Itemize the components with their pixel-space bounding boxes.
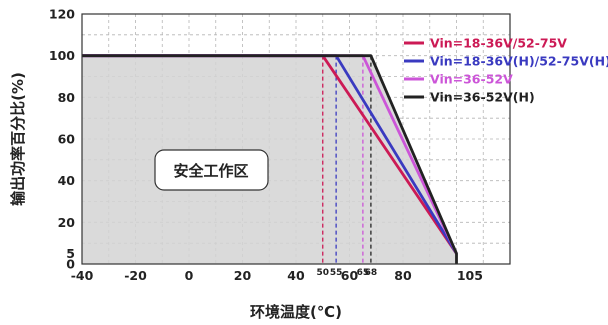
legend-label: Vin=18-36V/52-75V [430,36,567,51]
x-minor-tick-label: 55 [330,268,343,278]
safe-zone-text: 安全工作区 [173,162,248,180]
y-tick-label: 0 [66,257,75,272]
x-tick-label: -40 [71,268,94,283]
x-tick-label: 0 [185,268,194,283]
legend-label: Vin=18-36V(H)/52-75V(H) [430,54,608,69]
series-lines [82,54,458,264]
legend-label: Vin=36-52V [430,72,513,87]
y-tick-label: 60 [58,132,76,147]
x-tick-label: 40 [287,268,305,283]
y-tick-label: 20 [58,215,76,230]
plot-frame [81,13,511,265]
legend: Vin=18-36V/52-75V Vin=18-36V(H)/52-75V(H)… [404,36,608,105]
x-tick-label: 105 [457,268,483,283]
y-tick-label: 40 [58,173,76,188]
y-axis-title: 输出功率百分比(%) [9,72,27,206]
safe-zone-label: 安全工作区 [154,149,269,191]
y-tick-label: 120 [49,7,75,22]
axes [81,13,511,265]
series-line-4 [82,54,458,264]
y-tick-label: 100 [49,48,75,63]
x-tick-label: 60 [341,268,359,283]
x-tick-label: 20 [234,268,252,283]
x-axis-title: 环境温度(℃) [250,303,342,321]
x-minor-tick-label: 68 [365,268,378,278]
x-minor-tick-label: 65 [357,268,370,278]
x-tick-label: -20 [124,268,147,283]
y-tick-label: 5 [66,246,75,261]
x-tick-label: 80 [394,268,412,283]
legend-label: Vin=36-52V(H) [430,90,535,105]
x-minor-tick-label: 50 [316,268,329,278]
safe-zone-box [154,149,269,191]
y-tick-label: 80 [58,90,76,105]
